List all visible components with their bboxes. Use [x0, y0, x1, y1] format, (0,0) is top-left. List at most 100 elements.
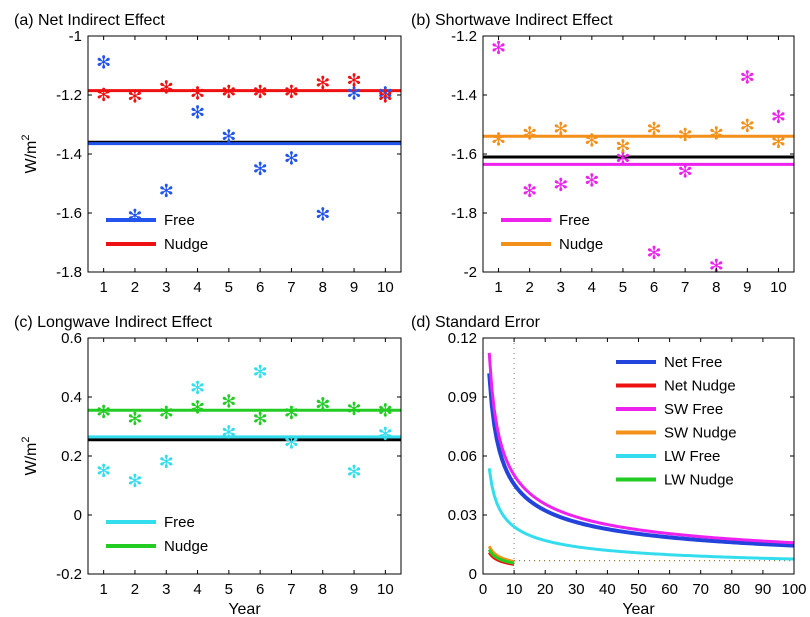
plot-area	[487, 338, 794, 574]
data-point: ✻	[740, 116, 755, 137]
data-point: ✻	[159, 78, 174, 99]
x-tick-label: 7	[287, 279, 295, 296]
x-tick-label: 50	[630, 581, 647, 598]
x-tick-label: 9	[743, 279, 751, 296]
y-tick-label: -1.2	[451, 28, 477, 45]
data-point: ✻	[159, 452, 174, 473]
data-point: ✻	[491, 38, 506, 59]
data-point: ✻	[771, 107, 786, 128]
data-point: ✻	[615, 148, 630, 169]
data-point: ✻	[709, 256, 724, 277]
data-point: ✻	[315, 204, 330, 225]
data-point: ✻	[221, 82, 236, 103]
legend-label: LW Free	[664, 448, 720, 465]
x-tick-label: 8	[319, 581, 327, 598]
data-point: ✻	[253, 409, 268, 430]
data-point: ✻	[771, 132, 786, 153]
panel-shortwave-indirect-effect: (b) Shortwave Indirect Effect ✻ ✻ ✻ ✻ ✻ ✻ ✻ ✻ ✻ ✻ ✻…	[411, 12, 795, 296]
y-tick-label: 0.03	[448, 507, 477, 524]
panel-longwave-indirect-effect: (c) Longwave Indirect Effect✻ ✻✻✻✻✻✻✻✻✻✻ ✻…	[14, 314, 402, 617]
data-point: ✻	[584, 131, 599, 152]
x-tick-label: 9	[350, 279, 358, 296]
series-line	[487, 352, 794, 545]
x-tick-label: 3	[162, 279, 170, 296]
series-line	[487, 548, 516, 565]
y-tick-label: -1.4	[56, 146, 82, 163]
data-point: ✻	[647, 119, 662, 140]
legend: Free Nudge	[501, 212, 603, 253]
data-point: ✻	[347, 462, 362, 483]
data-point: ✻	[740, 67, 755, 88]
legend: Net Free Net Nudge SW Free SW Nudge LW Free L…	[616, 354, 737, 489]
y-tick-label: 0.2	[61, 448, 82, 465]
y-tick-label: -1.6	[451, 146, 477, 163]
y-tick-label: -1	[69, 28, 82, 45]
data-point: ✻	[315, 73, 330, 94]
legend-label: Nudge	[164, 236, 208, 253]
data-point: ✻	[709, 123, 724, 144]
x-tick-label: 1	[99, 581, 107, 598]
y-axis-label: W/m2	[20, 437, 40, 476]
y-tick-label: -1.4	[451, 87, 477, 104]
data-point: ✻	[378, 400, 393, 421]
x-tick-label: 6	[650, 279, 658, 296]
x-tick-label: 4	[193, 581, 201, 598]
legend-label: Net Free	[664, 354, 722, 371]
series-line	[487, 373, 794, 548]
y-tick-label: 0.06	[448, 448, 477, 465]
data-point: ✻	[284, 148, 299, 169]
y-tick-label: -1.8	[56, 264, 82, 281]
y-tick-label: -1.2	[56, 87, 82, 104]
x-tick-label: 70	[692, 581, 709, 598]
x-tick-label: 2	[131, 279, 139, 296]
y-axis-label-superscript: 2	[20, 135, 32, 141]
data-point: ✻	[190, 397, 205, 418]
y-axis-label-superscript: 2	[20, 437, 32, 443]
data-point: ✻	[347, 70, 362, 91]
plot-area: ✻✻✻✻✻✻✻✻✻✻✻✻✻✻✻✻✻✻✻✻	[483, 38, 794, 277]
y-tick-label: -1.6	[56, 205, 82, 222]
x-tick-label: 2	[525, 279, 533, 296]
x-tick-label: 1	[99, 279, 107, 296]
x-tick-label: 2	[131, 581, 139, 598]
data-point: ✻	[127, 409, 142, 430]
x-tick-label: 8	[319, 279, 327, 296]
x-tick-label: 20	[537, 581, 554, 598]
panel-net-indirect-effect: (a) Net Indirect Effect✻✻✻✻✻✻ ✻✻✻ ✻✻ ✻ ✻ ✻ ✻ ✻ ✻…	[14, 12, 402, 296]
legend-label: Nudge	[164, 538, 208, 555]
y-tick-label: 0.09	[448, 389, 477, 406]
x-tick-label: 10	[506, 581, 523, 598]
data-point: ✻	[584, 171, 599, 192]
legend: Free Nudge	[106, 514, 208, 555]
legend-label: Net Nudge	[664, 378, 736, 395]
y-tick-label: 0.4	[61, 389, 82, 406]
panel-title: (b) Shortwave Indirect Effect	[411, 12, 613, 29]
legend-label: SW Nudge	[664, 425, 737, 442]
x-tick-label: 8	[712, 279, 720, 296]
data-point: ✻	[253, 362, 268, 383]
data-point: ✻	[378, 84, 393, 105]
data-point: ✻	[159, 181, 174, 202]
data-point: ✻	[678, 162, 693, 183]
x-tick-label: 10	[377, 279, 394, 296]
data-point: ✻	[522, 123, 537, 144]
x-axis-label: Year	[622, 601, 655, 617]
data-point: ✻	[221, 391, 236, 412]
y-tick-label: 0.12	[448, 330, 477, 347]
data-point: ✻	[159, 403, 174, 424]
y-axis-label-text: W/m	[23, 141, 40, 174]
x-tick-label: 5	[619, 279, 627, 296]
plot-area: ✻✻✻✻✻✻✻✻✻✻✻✻✻✻✻✻✻✻✻✻	[88, 362, 401, 492]
y-tick-label: 0	[469, 566, 477, 583]
y-tick-label: -1.8	[451, 205, 477, 222]
x-tick-label: 10	[770, 279, 787, 296]
data-point: ✻	[378, 86, 393, 107]
data-point: ✻	[190, 378, 205, 399]
legend-label: SW Free	[664, 401, 723, 418]
data-point: ✻	[221, 422, 236, 443]
legend: Free Nudge	[106, 212, 208, 253]
x-axis-label: Year	[228, 601, 261, 617]
data-point: ✻	[647, 243, 662, 264]
x-tick-label: 4	[588, 279, 596, 296]
data-point: ✻	[315, 394, 330, 415]
